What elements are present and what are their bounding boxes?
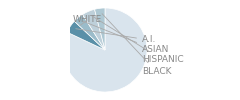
Wedge shape (95, 8, 105, 50)
Wedge shape (63, 8, 147, 92)
Text: WHITE: WHITE (73, 16, 102, 25)
Wedge shape (74, 14, 105, 50)
Wedge shape (67, 21, 105, 50)
Text: BLACK: BLACK (102, 14, 172, 76)
Wedge shape (83, 9, 105, 50)
Text: A.I.: A.I. (76, 29, 156, 44)
Text: ASIAN: ASIAN (83, 21, 169, 54)
Text: HISPANIC: HISPANIC (92, 16, 184, 64)
